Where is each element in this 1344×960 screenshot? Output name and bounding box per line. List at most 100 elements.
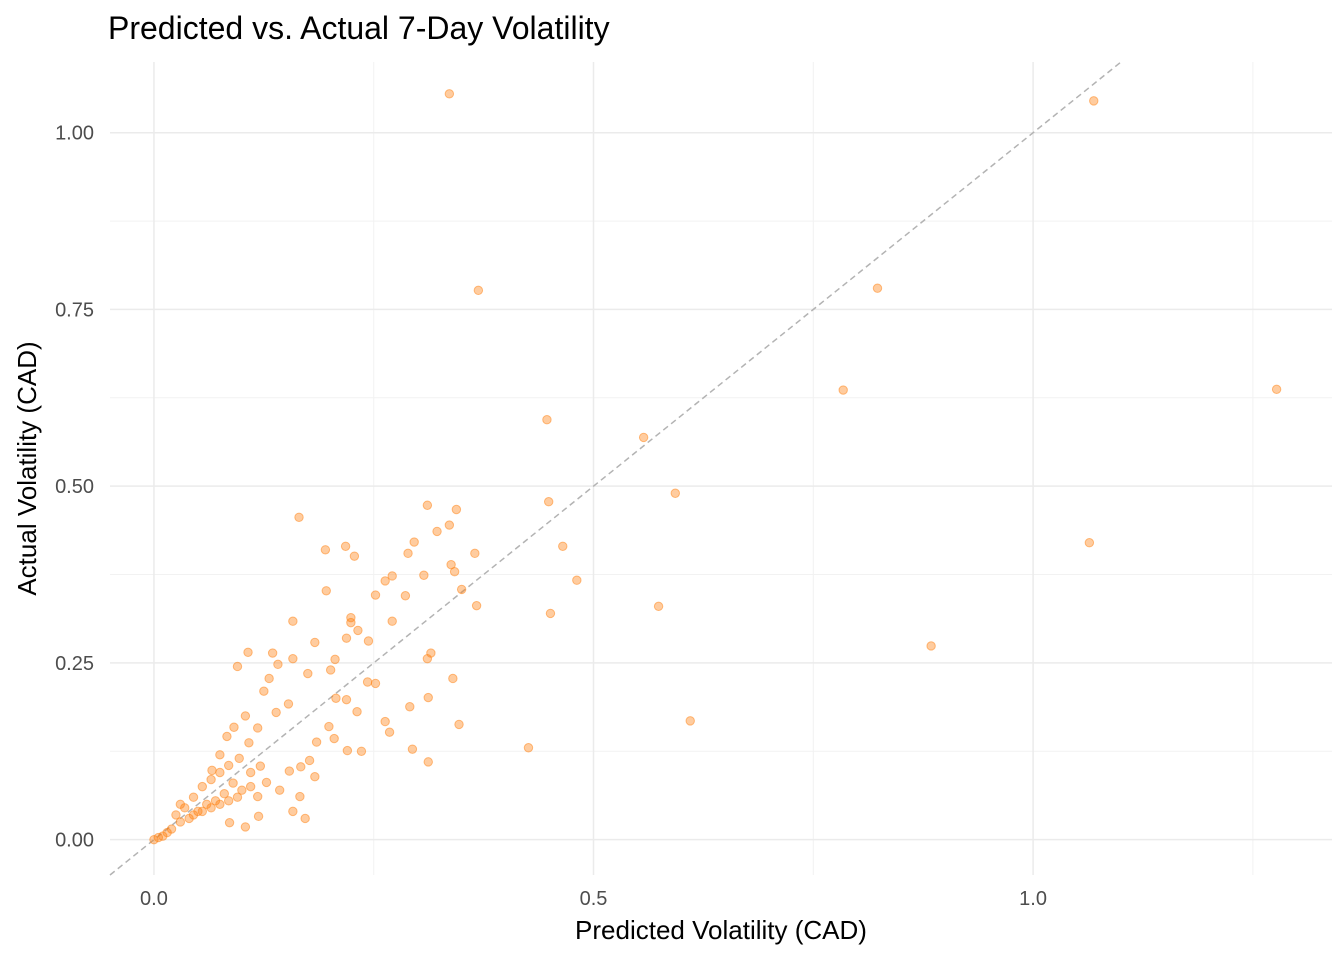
grid [110,62,1332,875]
data-point [237,785,247,795]
data-point [259,686,269,696]
data-point [362,677,373,687]
data-point [271,707,281,718]
data-point [363,636,374,646]
data-point [215,799,225,810]
data-point [449,567,460,577]
data-point [545,608,556,619]
data-point [296,762,306,772]
data-point [471,600,482,611]
y-tick-label: 0.00 [55,830,94,852]
data-point [1271,384,1282,395]
data-point [223,796,234,806]
data-point [303,668,313,679]
data-point [153,832,164,843]
data-point [448,673,458,684]
y-tick-label: 1.00 [55,123,94,145]
data-point [356,746,367,756]
data-point [288,616,298,626]
data-point [304,755,315,766]
data-point [171,810,181,820]
data-point [542,415,552,425]
data-point [215,767,225,778]
data-point [346,617,356,628]
data-point [353,625,363,636]
data-point [288,653,298,664]
data-point [349,551,360,561]
data-point [444,89,455,99]
data-points [149,89,1282,845]
data-point [215,750,225,760]
data-point [240,711,251,721]
data-point [320,545,331,555]
data-point [284,766,295,776]
data-point [224,817,235,828]
data-point [409,537,419,547]
y-axis-ticks: 0.00 0.25 0.50 0.75 1.00 [55,123,94,852]
data-point [310,637,320,648]
data-point [294,512,304,522]
data-point [223,760,234,771]
data-point [197,806,208,817]
data-point [267,648,278,658]
data-point [685,716,695,726]
data-point [346,612,356,623]
data-point [245,781,256,792]
data-point [232,661,243,672]
x-tick-label: 1.0 [1019,888,1047,910]
data-point [330,654,340,665]
data-point [340,541,351,551]
data-point [234,753,244,764]
data-point [572,575,582,585]
data-point [638,432,649,443]
data-point [175,817,186,827]
data-point [197,781,208,792]
data-point [341,694,352,705]
data-point [341,633,352,643]
data-point [403,548,413,559]
data-point [321,586,331,596]
data-point [149,834,159,845]
data-point [1084,538,1095,548]
data-point [380,716,390,727]
data-point [219,789,229,799]
data-point [558,541,568,551]
data-point [451,504,462,515]
data-point [387,571,397,581]
data-point [342,745,353,756]
data-point [274,785,285,795]
data-point [419,570,429,580]
data-point [407,744,418,754]
data-point [405,702,415,712]
data-point [473,285,484,296]
data-point [222,731,232,742]
data-point [470,548,480,559]
data-point [252,791,263,802]
data-point [423,692,433,703]
data-point [261,777,272,788]
y-tick-label: 0.75 [55,299,94,321]
data-point [188,810,199,820]
data-point [188,792,199,802]
data-point [454,719,464,730]
data-point [255,761,266,771]
data-point [872,283,883,293]
data-point [400,591,411,601]
data-point [206,774,216,785]
x-axis-ticks: 0.0 0.5 1.0 [140,888,1047,910]
data-point [331,693,341,703]
data-point [543,497,554,507]
x-axis-title: Predicted Volatility (CAD) [575,915,867,945]
data-point [325,665,336,675]
data-point [352,706,362,717]
data-point [245,767,256,778]
data-point [653,601,664,612]
data-point [253,811,264,822]
data-point [228,778,238,788]
data-point [432,526,442,537]
data-point [232,792,243,802]
data-point [288,806,298,817]
data-point [422,500,433,510]
data-point [283,699,294,709]
